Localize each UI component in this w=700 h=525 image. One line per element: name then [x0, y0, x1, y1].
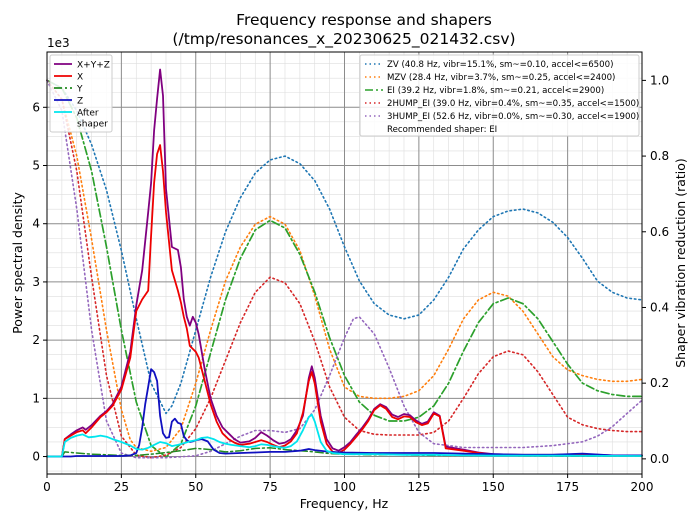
series-line-mzv: [46, 79, 643, 453]
y-tick-label: 0: [32, 450, 40, 464]
x-tick-label: 0: [43, 480, 51, 494]
y-tick-label: 4: [32, 217, 40, 231]
y-offset-label: 1e3: [47, 36, 70, 50]
x-tick-label: 50: [188, 480, 203, 494]
y2-axis-label: Shaper vibration reduction (ratio): [673, 158, 688, 368]
x-tick-label: 75: [262, 480, 277, 494]
x-tick-label: 175: [556, 480, 579, 494]
legend-label: X: [77, 73, 83, 83]
recommended-shaper-note: Recommended shaper: EI: [387, 125, 497, 135]
series-line-x-y-z: [46, 68, 643, 458]
legend-label: After shaper: [77, 109, 108, 130]
y-axis-label: Power spectral density: [10, 192, 25, 334]
y-tick-label: 1: [32, 391, 40, 405]
chart-title: Frequency response and shapers: [236, 11, 492, 29]
series-line-3hump-ei: [46, 79, 643, 459]
legend-label: MZV (28.4 Hz, vibr=3.7%, sm~=0.25, accel…: [387, 73, 615, 83]
y2-tick-label: 1.0: [650, 73, 669, 87]
x-tick-label: 125: [407, 480, 430, 494]
legend-psd: X+Y+Z XYZ After shaper: [49, 54, 113, 133]
legend-shapers: ZV (40.8 Hz, vibr=15.1%, sm~=0.10, accel…: [359, 54, 640, 137]
legend-label: X+Y+Z: [77, 61, 110, 71]
legend-label: Y: [76, 85, 83, 95]
legend-label: Z: [77, 97, 83, 107]
legend-label: ZV (40.8 Hz, vibr=15.1%, sm~=0.10, accel…: [387, 60, 613, 70]
series-line-zv: [46, 79, 643, 415]
chart-subtitle: (/tmp/resonances_x_20230625_021432.csv): [172, 30, 515, 49]
legend-label-line: shaper: [77, 120, 108, 130]
series-line-2hump-ei: [46, 79, 643, 459]
y-tick-label: 2: [32, 333, 40, 347]
x-tick-label: 25: [114, 480, 129, 494]
y2-tick-label: 0.0: [650, 452, 669, 466]
legend-label-line: X: [77, 73, 83, 83]
legend-label-line: X+Y+Z: [77, 61, 110, 71]
series-line-ei: [46, 79, 643, 458]
legend-label: 2HUMP_EI (39.0 Hz, vibr=0.4%, sm~=0.35, …: [387, 99, 639, 109]
y2-tick-label: 0.4: [650, 300, 669, 314]
y2-tick-label: 0.8: [650, 149, 669, 163]
axes: 0 25 50 75 100 125 150 175 200 0 1 2 3 4 5 6 0.0 0.2 0.4 0.…: [32, 73, 669, 494]
x-tick-label: 150: [482, 480, 505, 494]
y-tick-label: 5: [32, 159, 40, 173]
x-tick-label: 100: [333, 480, 356, 494]
shaper-series: [46, 79, 643, 459]
y2-tick-label: 0.6: [650, 225, 669, 239]
y-tick-label: 3: [32, 275, 40, 289]
legend-label-line: Z: [77, 97, 83, 107]
y2-tick-label: 0.2: [650, 376, 669, 390]
y-tick-label: 6: [32, 100, 40, 114]
legend-label-line: Y: [76, 85, 83, 95]
legend-label-line: After: [77, 109, 99, 119]
x-tick-label: 200: [631, 480, 654, 494]
series-line-x: [46, 144, 643, 458]
legend-box: [359, 54, 640, 137]
series-line-after-shaper: [46, 413, 643, 458]
legend-label: EI (39.2 Hz, vibr=1.8%, sm~=0.21, accel<…: [387, 86, 604, 96]
x-axis-label: Frequency, Hz: [300, 496, 389, 511]
psd-series: [46, 68, 643, 458]
legend-label: 3HUMP_EI (52.6 Hz, vibr=0.0%, sm~=0.30, …: [387, 112, 639, 122]
